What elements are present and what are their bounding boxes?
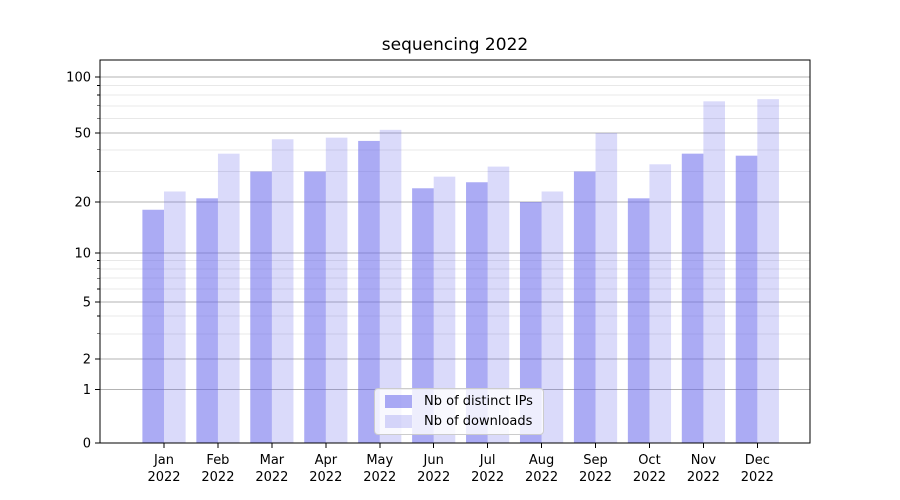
bar-nov-distinct-ips bbox=[681, 153, 704, 444]
bar-jun-downloads bbox=[433, 176, 456, 444]
bar-aug-downloads bbox=[541, 191, 564, 443]
x-tick-label-year: 2022 bbox=[417, 470, 450, 485]
x-tick-label-month: Sep bbox=[583, 453, 608, 468]
legend-label-downloads: Nb of downloads bbox=[424, 414, 533, 429]
x-tick-label-month: Jul bbox=[479, 453, 496, 468]
x-tick-label-year: 2022 bbox=[633, 470, 666, 485]
legend-swatch-downloads bbox=[385, 415, 412, 428]
bar-may-downloads bbox=[379, 129, 402, 443]
x-tick-label-month: Aug bbox=[529, 453, 554, 468]
bar-oct-distinct-ips bbox=[627, 198, 650, 443]
bar-jan-distinct-ips bbox=[142, 209, 164, 443]
legend-item-distinct-ips: Nb of distinct IPs bbox=[385, 394, 543, 409]
x-tick-label-month: Mar bbox=[260, 453, 285, 468]
bar-aug-distinct-ips bbox=[519, 202, 542, 443]
bar-apr-downloads bbox=[325, 137, 348, 444]
x-tick-label-month: Apr bbox=[315, 453, 338, 468]
x-tick-label-month: Jun bbox=[423, 453, 444, 468]
x-tick-label-month: Oct bbox=[638, 453, 660, 468]
x-tick-label-year: 2022 bbox=[687, 470, 720, 485]
bar-jun-distinct-ips bbox=[412, 188, 434, 443]
bar-oct-downloads bbox=[649, 164, 672, 444]
y-tick-label: 2 bbox=[83, 353, 91, 368]
legend-item-downloads: Nb of downloads bbox=[385, 414, 543, 429]
x-tick-label-month: Jan bbox=[153, 453, 174, 468]
x-tick-label-year: 2022 bbox=[147, 470, 180, 485]
y-tick-label: 5 bbox=[83, 296, 91, 311]
bar-jul-distinct-ips bbox=[466, 182, 488, 443]
y-tick-label: 50 bbox=[74, 127, 91, 142]
legend: Nb of distinct IPs Nb of downloads bbox=[374, 388, 544, 435]
bar-mar-downloads bbox=[271, 139, 294, 443]
bar-sep-distinct-ips bbox=[573, 171, 596, 443]
bar-jul-downloads bbox=[487, 166, 510, 443]
x-tick-label-year: 2022 bbox=[525, 470, 558, 485]
bar-jan-downloads bbox=[164, 191, 186, 443]
x-tick-label-year: 2022 bbox=[201, 470, 234, 485]
x-tick-label-year: 2022 bbox=[471, 470, 504, 485]
x-tick-label-year: 2022 bbox=[255, 470, 288, 485]
x-tick-label-month: Nov bbox=[691, 453, 717, 468]
y-tick-label: 10 bbox=[74, 247, 91, 262]
x-tick-label-year: 2022 bbox=[309, 470, 342, 485]
bar-nov-downloads bbox=[703, 101, 725, 443]
bar-dec-distinct-ips bbox=[735, 155, 758, 443]
x-tick-label-year: 2022 bbox=[741, 470, 774, 485]
y-tick-label: 1 bbox=[83, 383, 91, 398]
y-tick-label: 100 bbox=[66, 71, 91, 86]
bar-sep-downloads bbox=[595, 133, 618, 443]
y-tick-label: 20 bbox=[74, 196, 91, 211]
x-tick-label-month: Feb bbox=[206, 453, 229, 468]
bar-may-distinct-ips bbox=[358, 140, 380, 443]
x-tick-label-year: 2022 bbox=[579, 470, 612, 485]
y-tick-label: 0 bbox=[83, 437, 91, 452]
bar-feb-distinct-ips bbox=[196, 198, 218, 443]
bar-apr-distinct-ips bbox=[304, 171, 326, 443]
legend-label-distinct-ips: Nb of distinct IPs bbox=[424, 394, 533, 409]
chart-title: sequencing 2022 bbox=[381, 35, 529, 55]
x-tick-label-year: 2022 bbox=[363, 470, 396, 485]
legend-swatch-distinct-ips bbox=[385, 395, 412, 408]
x-tick-label-month: May bbox=[366, 453, 393, 468]
plot-frame bbox=[99, 59, 811, 444]
x-tick-label-month: Dec bbox=[745, 453, 770, 468]
bar-mar-distinct-ips bbox=[250, 171, 272, 443]
bar-dec-downloads bbox=[757, 99, 779, 444]
bar-feb-downloads bbox=[217, 153, 240, 444]
